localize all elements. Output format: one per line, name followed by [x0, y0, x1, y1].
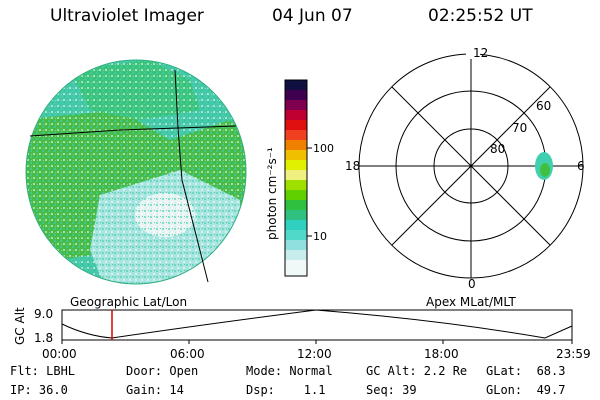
colorbar: 100 10 photon cm⁻²s⁻¹: [265, 79, 334, 277]
colorbar-tick-10: 10: [313, 230, 327, 243]
glon-status: GLon: 49.7: [486, 383, 566, 397]
dsp-status: Dsp: 1.1: [246, 383, 326, 397]
colorbar-label: photon cm⁻²s⁻¹: [265, 147, 279, 240]
seq-status: Seq: 39: [366, 383, 417, 397]
date-label: 04 Jun 07: [272, 6, 353, 26]
geographic-image: [25, 59, 247, 285]
apex-label: Apex MLat/MLT: [426, 295, 516, 309]
colorbar-tick-100: 100: [313, 142, 334, 155]
gcalt-status: GC Alt: 2.2 Re: [366, 364, 468, 378]
altitude-xtick-2359: 23:59: [556, 347, 591, 361]
altitude-ymax: 9.0: [34, 307, 53, 321]
altitude-plot: GC Alt 9.0 1.8 00:00 06:00 12:00 18:00 2…: [13, 307, 591, 361]
ip-status: IP: 36.0: [10, 383, 68, 397]
time-label: 02:25:52 UT: [428, 6, 533, 26]
mlt-label-0: 0: [468, 277, 476, 291]
mlat-label-60: 60: [536, 99, 551, 113]
mlat-label-80: 80: [490, 142, 505, 156]
mlat-label-70: 70: [512, 121, 527, 135]
altitude-ylabel: GC Alt: [13, 307, 27, 345]
mode-status: Mode: Normal: [246, 364, 333, 378]
glat-status: GLat: 68.3: [486, 364, 566, 378]
altitude-xtick-0000: 00:00: [42, 347, 77, 361]
altitude-xtick-1800: 18:00: [424, 347, 459, 361]
door-status: Door: Open: [126, 364, 199, 378]
mlt-label-6: 6: [577, 159, 585, 173]
flt-status: Flt: LBHL: [10, 364, 76, 378]
geographic-label: Geographic Lat/Lon: [70, 295, 187, 309]
polar-plot: 12 18 6 0 60 70 80: [345, 45, 585, 291]
altitude-xtick-1200: 12:00: [297, 347, 332, 361]
app-title: Ultraviolet Imager: [50, 6, 204, 26]
mlt-label-12: 12: [473, 46, 488, 60]
altitude-ymin: 1.8: [34, 331, 53, 345]
gain-status: Gain: 14: [126, 383, 184, 397]
altitude-xtick-0600: 06:00: [170, 347, 205, 361]
mlt-label-18: 18: [345, 159, 360, 173]
